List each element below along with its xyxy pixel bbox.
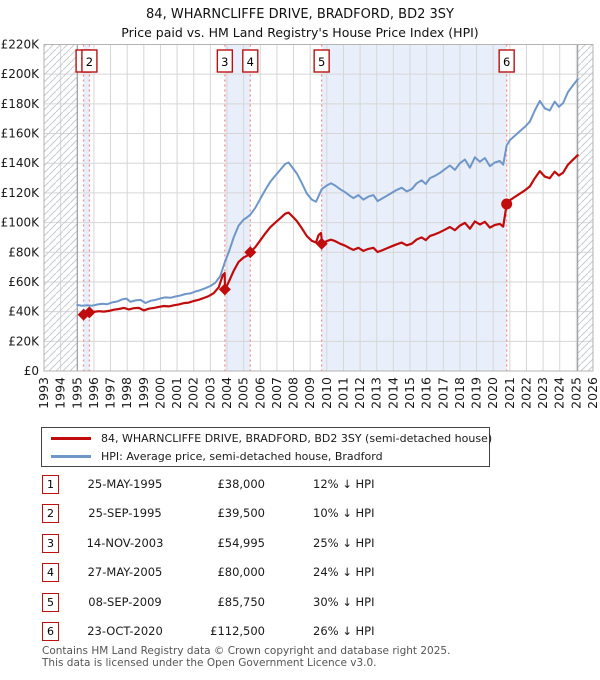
chart-legend: 84, WHARNCLIFFE DRIVE, BRADFORD, BD2 3SY… [41,427,493,467]
sale-date: 08-SEP-2009 [88,595,162,609]
svg-text:2021: 2021 [502,377,517,409]
svg-text:2002: 2002 [186,377,201,409]
svg-text:2018: 2018 [452,377,467,409]
page-subtitle: Price paid vs. HM Land Registry's House … [121,25,479,40]
sale-number-badge: 4 [42,563,59,582]
sale-price: £39,500 [217,506,265,520]
svg-text:2010: 2010 [319,377,334,409]
svg-text:2008: 2008 [286,377,301,409]
svg-text:£220K: £220K [1,38,41,52]
svg-text:1999: 1999 [136,377,151,409]
table-row: 2 25-SEP-1995 £39,500 10% ↓ HPI [0,504,600,524]
license-footer: Contains HM Land Registry data © Crown c… [42,645,451,669]
svg-text:2003: 2003 [202,377,217,409]
sale-hpi-diff: 24% ↓ HPI [313,565,375,579]
table-row: 6 23-OCT-2020 £112,500 26% ↓ HPI [0,622,600,642]
svg-text:2025: 2025 [568,377,583,409]
footer-line-2: This data is licensed under the Open Gov… [42,656,377,669]
price-history-chart: 123456£0£20K£40K£60K£80K£100K£120K£140K£… [1,38,600,409]
svg-text:£120K: £120K [1,186,41,200]
svg-text:2024: 2024 [552,377,567,409]
svg-text:2000: 2000 [152,377,167,409]
svg-text:5: 5 [318,55,325,69]
sale-date: 25-SEP-1995 [88,506,162,520]
sale-date: 25-MAY-1995 [87,477,163,491]
sale-date: 14-NOV-2003 [86,536,164,550]
sale-hpi-diff: 12% ↓ HPI [313,477,375,491]
sale-date: 23-OCT-2020 [87,624,163,638]
svg-text:2001: 2001 [169,377,184,409]
table-row: 5 08-SEP-2009 £85,750 30% ↓ HPI [0,593,600,613]
svg-text:1996: 1996 [86,377,101,409]
table-row: 4 27-MAY-2005 £80,000 24% ↓ HPI [0,563,600,583]
sale-number-badge: 5 [42,593,59,612]
sale-number-badge: 1 [42,475,59,494]
sale-price: £38,000 [217,477,265,491]
svg-text:£100K: £100K [1,216,41,230]
svg-text:£20K: £20K [8,334,40,348]
sale-number-badge: 6 [42,622,59,641]
svg-text:2020: 2020 [485,377,500,409]
legend-label-property: 84, WHARNCLIFFE DRIVE, BRADFORD, BD2 3SY… [101,431,493,445]
svg-text:£180K: £180K [1,97,41,111]
svg-text:2014: 2014 [385,377,400,409]
svg-text:2017: 2017 [435,377,450,409]
sale-number-badge: 3 [42,534,59,553]
sale-hpi-diff: 10% ↓ HPI [313,506,375,520]
table-row: 1 25-MAY-1995 £38,000 12% ↓ HPI [0,475,600,495]
footer-line-1: Contains HM Land Registry data © Crown c… [42,645,451,657]
svg-text:2015: 2015 [402,377,417,409]
svg-text:£160K: £160K [1,127,41,141]
svg-text:2011: 2011 [335,377,350,409]
property-line-swatch [51,436,91,440]
svg-text:£80K: £80K [8,245,40,259]
sale-number-badge: 2 [42,504,59,523]
svg-text:2026: 2026 [585,377,600,409]
svg-text:£0: £0 [24,364,39,378]
svg-text:1998: 1998 [119,377,134,409]
sale-price: £112,500 [210,624,265,638]
svg-text:£200K: £200K [1,67,41,81]
sale-price: £54,995 [217,536,265,550]
sale-hpi-diff: 26% ↓ HPI [313,624,375,638]
table-row: 3 14-NOV-2003 £54,995 25% ↓ HPI [0,534,600,554]
svg-text:£60K: £60K [8,275,40,289]
svg-text:4: 4 [247,55,254,69]
legend-item-property: 84, WHARNCLIFFE DRIVE, BRADFORD, BD2 3SY… [42,430,493,446]
svg-text:£140K: £140K [1,156,41,170]
sale-price: £80,000 [217,565,265,579]
page-title: 84, WHARNCLIFFE DRIVE, BRADFORD, BD2 3SY [146,7,454,22]
svg-text:2005: 2005 [236,377,251,409]
svg-text:3: 3 [221,55,228,69]
svg-text:1993: 1993 [36,377,51,409]
svg-text:2012: 2012 [352,377,367,409]
svg-text:2016: 2016 [419,377,434,409]
svg-text:2009: 2009 [302,377,317,409]
svg-text:2023: 2023 [535,377,550,409]
legend-item-hpi: HPI: Average price, semi-detached house,… [42,448,489,464]
svg-text:2019: 2019 [469,377,484,409]
svg-text:1997: 1997 [103,377,118,409]
svg-text:2022: 2022 [518,377,533,409]
svg-text:1995: 1995 [69,377,84,409]
sale-price: £85,750 [217,595,265,609]
svg-text:2006: 2006 [252,377,267,409]
svg-text:1994: 1994 [53,377,68,409]
svg-text:6: 6 [503,55,510,69]
svg-text:£40K: £40K [8,305,40,319]
sale-hpi-diff: 25% ↓ HPI [313,536,375,550]
svg-text:2: 2 [86,55,93,69]
svg-text:2004: 2004 [219,377,234,409]
legend-label-hpi: HPI: Average price, semi-detached house,… [101,449,383,463]
sale-hpi-diff: 30% ↓ HPI [313,595,375,609]
sale-date: 27-MAY-2005 [87,565,163,579]
hpi-line-swatch [51,454,91,458]
svg-text:2007: 2007 [269,377,284,409]
svg-text:2013: 2013 [369,377,384,409]
